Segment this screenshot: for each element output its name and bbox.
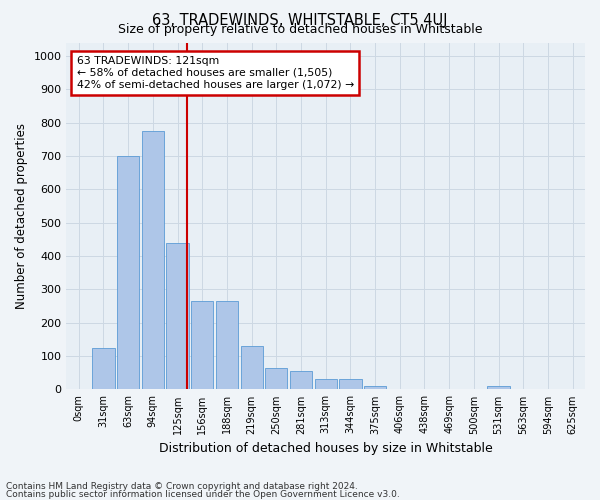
Bar — [364, 386, 386, 390]
Bar — [438, 389, 460, 390]
Bar — [339, 380, 362, 390]
Text: 63 TRADEWINDS: 121sqm
← 58% of detached houses are smaller (1,505)
42% of semi-d: 63 TRADEWINDS: 121sqm ← 58% of detached … — [77, 56, 354, 90]
Bar — [389, 389, 411, 390]
Y-axis label: Number of detached properties: Number of detached properties — [15, 123, 28, 309]
Text: Size of property relative to detached houses in Whitstable: Size of property relative to detached ho… — [118, 22, 482, 36]
Bar — [413, 389, 436, 390]
X-axis label: Distribution of detached houses by size in Whitstable: Distribution of detached houses by size … — [159, 442, 493, 455]
Text: Contains public sector information licensed under the Open Government Licence v3: Contains public sector information licen… — [6, 490, 400, 499]
Bar — [241, 346, 263, 390]
Bar — [537, 389, 559, 390]
Bar — [512, 389, 535, 390]
Bar — [290, 371, 312, 390]
Bar — [562, 389, 584, 390]
Bar — [463, 389, 485, 390]
Bar — [216, 301, 238, 390]
Bar — [487, 386, 509, 390]
Bar — [68, 389, 90, 390]
Bar — [166, 242, 188, 390]
Bar — [191, 301, 214, 390]
Bar — [142, 131, 164, 390]
Bar — [314, 380, 337, 390]
Bar — [265, 368, 287, 390]
Text: Contains HM Land Registry data © Crown copyright and database right 2024.: Contains HM Land Registry data © Crown c… — [6, 482, 358, 491]
Bar — [117, 156, 139, 390]
Text: 63, TRADEWINDS, WHITSTABLE, CT5 4UJ: 63, TRADEWINDS, WHITSTABLE, CT5 4UJ — [152, 12, 448, 28]
Bar — [92, 348, 115, 390]
